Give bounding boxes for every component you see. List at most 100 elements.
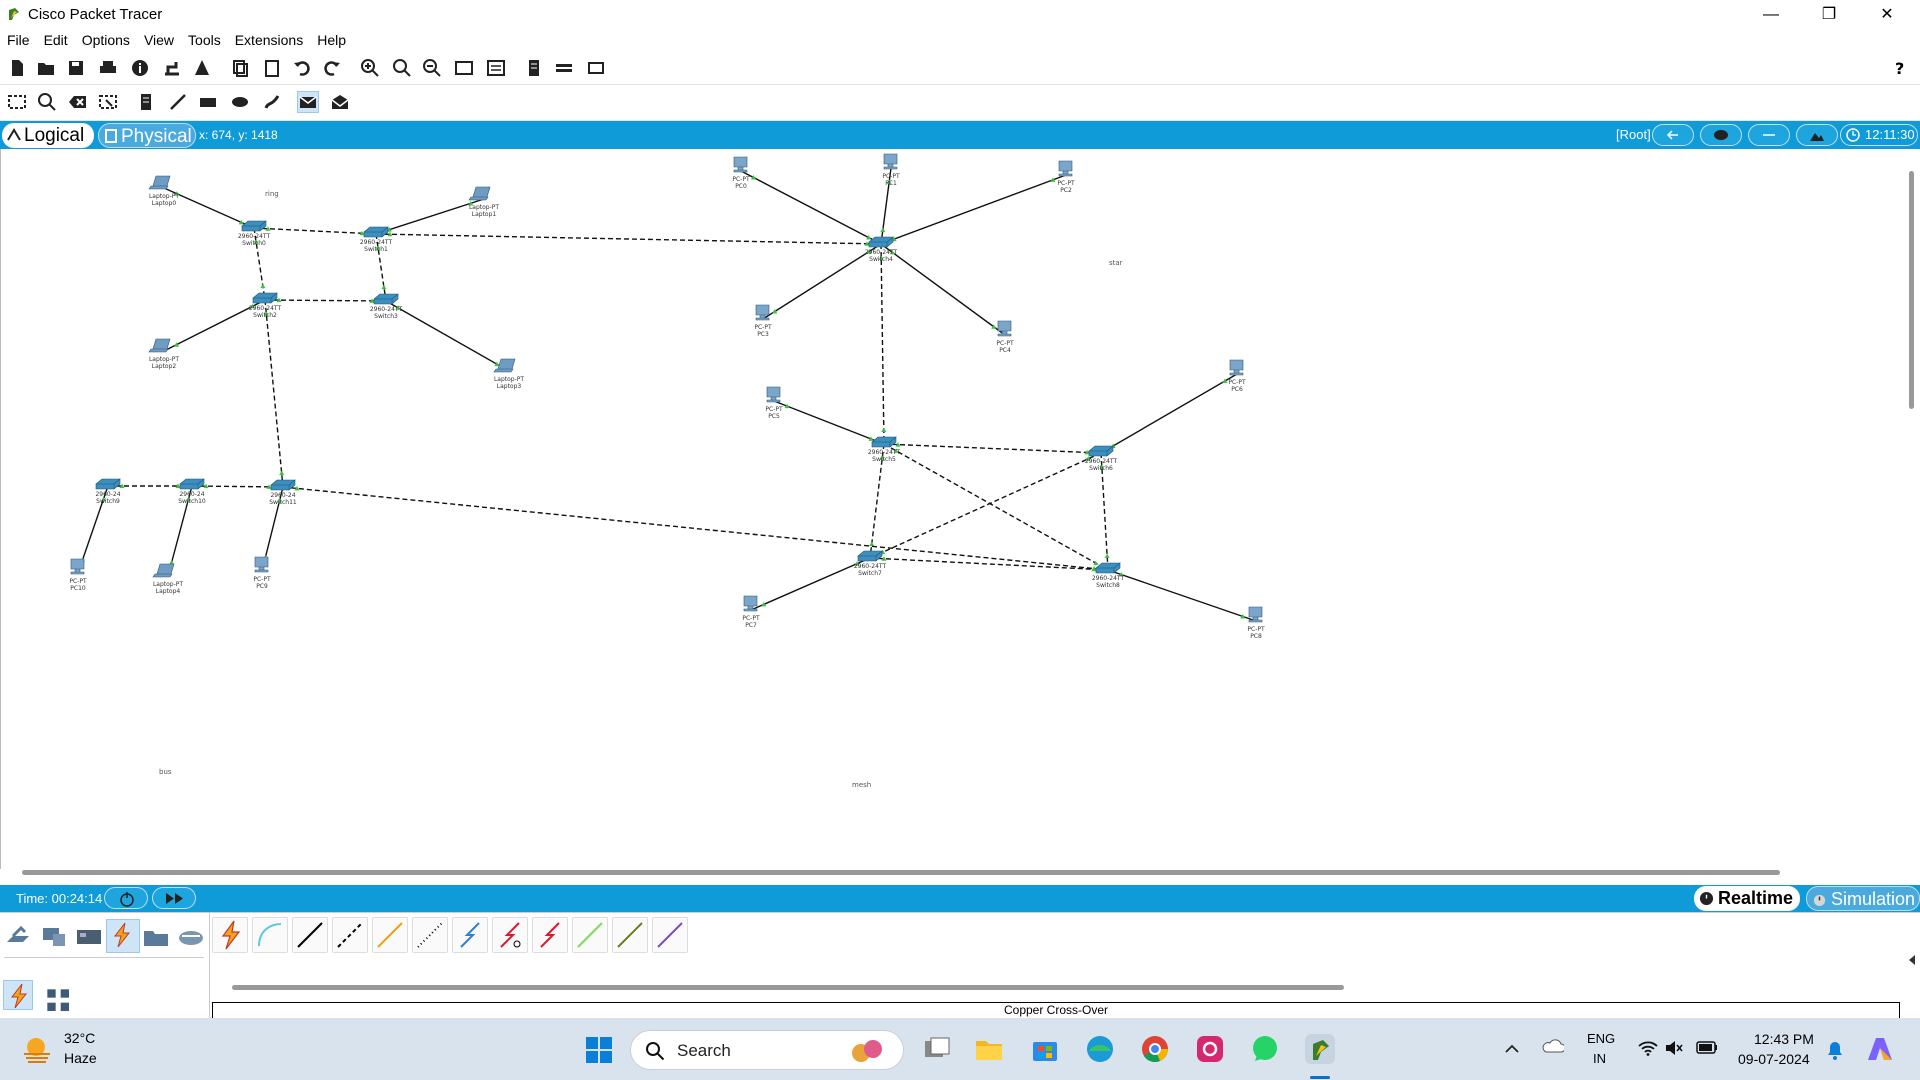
undo-icon[interactable] [292, 58, 312, 78]
menu-edit[interactable]: Edit [43, 32, 68, 48]
copy-icon[interactable] [230, 58, 250, 78]
close-button[interactable]: ✕ [1880, 6, 1894, 23]
console-cable-icon[interactable] [252, 917, 288, 953]
vertical-scroll-thumb[interactable] [1909, 171, 1914, 409]
serial-dte-icon[interactable] [532, 917, 568, 953]
logical-workspace-canvas[interactable]: Laptop-PT Laptop0 Laptop-PT Laptop1 Laptop-P… [0, 149, 1904, 869]
link-switch5-switch8[interactable] [883, 443, 1109, 571]
select-icon[interactable] [7, 92, 27, 112]
instagram-icon[interactable] [1195, 1034, 1225, 1064]
add-simple-pdu-icon[interactable] [297, 91, 319, 113]
automatic-connection-icon[interactable] [212, 917, 248, 953]
print-icon[interactable] [98, 58, 118, 78]
microsoft-store-icon[interactable] [1030, 1034, 1060, 1064]
menu-options[interactable]: Options [81, 32, 130, 48]
link-laptop0-switch0[interactable] [163, 187, 255, 229]
fast-forward-time-button[interactable] [152, 887, 196, 909]
panel-collapse-arrow[interactable] [1904, 913, 1920, 1001]
move-object-button[interactable] [1748, 124, 1790, 146]
copilot-icon[interactable] [1864, 1034, 1896, 1064]
custom-device-dialog-icon[interactable] [486, 58, 506, 78]
serial-dce-icon[interactable] [492, 917, 528, 953]
power-cycle-devices-button[interactable] [104, 887, 148, 909]
taskbar-search[interactable]: Search [630, 1030, 904, 1070]
drawing-palette-icon[interactable] [454, 58, 474, 78]
link-laptop1-switch1[interactable] [375, 198, 485, 235]
simulation-mode-tab[interactable]: Simulation [1806, 886, 1920, 911]
end-devices-category-icon[interactable] [39, 922, 69, 952]
link-pc7-switch7[interactable] [750, 557, 871, 611]
link-switch3-laptop3[interactable] [385, 300, 510, 372]
zoom-out-icon[interactable] [422, 58, 442, 78]
realtime-mode-tab[interactable]: Realtime [1694, 886, 1800, 911]
freeform-icon[interactable] [262, 92, 282, 112]
link-pc6-switch6[interactable] [1100, 373, 1238, 454]
new-file-icon[interactable] [7, 58, 27, 78]
link-switch11-switch8[interactable] [282, 486, 1109, 571]
link-pc5-switch5[interactable] [773, 400, 885, 445]
menu-extensions[interactable]: Extensions [234, 32, 304, 48]
link-switch2-laptop2[interactable] [163, 299, 266, 352]
menu-help[interactable]: Help [317, 32, 346, 48]
restore-button[interactable]: ❐ [1821, 6, 1837, 23]
save-icon[interactable] [66, 58, 86, 78]
delete-icon[interactable] [68, 92, 88, 112]
physical-tab[interactable]: Physical [98, 123, 196, 148]
zoom-in-icon[interactable] [360, 58, 380, 78]
link-switch0-switch1[interactable] [253, 227, 377, 235]
open-folder-icon[interactable] [36, 58, 56, 78]
onedrive-cloud-icon[interactable] [1542, 1038, 1564, 1054]
paste-icon[interactable] [262, 58, 282, 78]
draw-ellipse-icon[interactable] [230, 92, 250, 112]
input-language[interactable]: ENG [1587, 1031, 1616, 1046]
notification-bell-icon[interactable] [1826, 1040, 1844, 1060]
menu-view[interactable]: View [143, 32, 175, 48]
coaxial-cable-icon[interactable] [452, 917, 488, 953]
task-view-icon[interactable] [922, 1034, 952, 1064]
inspect-icon[interactable] [37, 92, 57, 112]
canvas-vertical-scrollbar[interactable] [1904, 149, 1920, 877]
connections-subcategory-icon[interactable] [3, 980, 33, 1010]
whatsapp-icon[interactable] [1250, 1034, 1280, 1064]
add-complex-pdu-icon[interactable] [330, 92, 350, 112]
chrome-browser-icon[interactable] [1140, 1034, 1170, 1064]
menu-file[interactable]: File [7, 32, 30, 48]
connections-category-icon[interactable] [106, 919, 140, 953]
weather-condition[interactable]: Haze [64, 1050, 97, 1066]
copper-straight-through-icon[interactable] [292, 917, 328, 953]
components-category-icon[interactable] [74, 922, 104, 952]
link-pc2-switch4[interactable] [880, 174, 1067, 245]
connection-list-scrollbar[interactable] [232, 985, 1344, 990]
pdu-icon[interactable] [554, 58, 574, 78]
set-tiled-background-button[interactable] [1796, 124, 1838, 146]
link-pc0-switch4[interactable] [740, 170, 882, 245]
draw-rectangle-icon[interactable] [198, 92, 218, 112]
new-cluster-button[interactable] [1700, 124, 1742, 146]
link-pc8-switch8[interactable] [1107, 569, 1257, 622]
weather-sun-icon[interactable] [22, 1034, 54, 1064]
phone-cable-icon[interactable] [412, 917, 448, 953]
iot-custom-cable-icon[interactable] [612, 917, 648, 953]
system-clock-time[interactable]: 12:43 PM [1754, 1031, 1814, 1047]
start-windows-icon[interactable] [584, 1035, 614, 1065]
input-region[interactable]: IN [1593, 1051, 1606, 1066]
place-note-icon[interactable] [136, 92, 156, 112]
file-explorer-icon[interactable] [974, 1034, 1004, 1064]
network-devices-category-icon[interactable] [4, 922, 34, 952]
octal-cable-icon[interactable] [572, 917, 608, 953]
packet-tracer-taskbar-icon[interactable] [1305, 1034, 1335, 1064]
